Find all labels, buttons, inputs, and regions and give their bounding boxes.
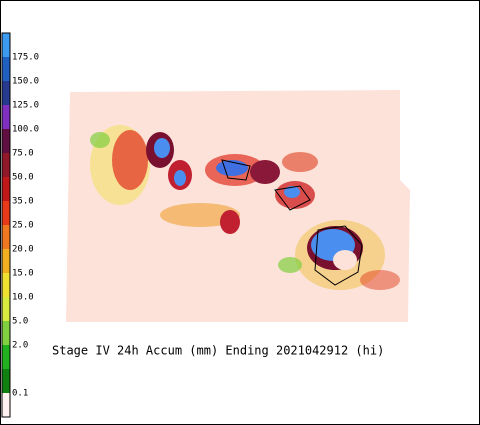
island-outline (221, 159, 251, 181)
precip-blob (278, 257, 302, 273)
precip-blob (90, 132, 110, 148)
legend-label: 50.0 (12, 173, 34, 183)
color-swatch (2, 153, 10, 177)
legend-label: 2.0 (12, 341, 28, 351)
legend-label: 100.0 (12, 125, 39, 135)
color-swatch (2, 273, 10, 297)
legend-label: 10.0 (12, 293, 34, 303)
color-swatch (2, 177, 10, 201)
grid-area (66, 90, 410, 322)
color-bar: 175.0 150.0 125.0 100.0 75.0 50.0 35.0 25.0 20.0… (1, 32, 39, 418)
color-swatch (2, 321, 10, 345)
island-outline (274, 185, 311, 211)
legend-label: 35.0 (12, 197, 34, 207)
legend-label: 150.0 (12, 77, 39, 87)
legend-label: 20.0 (12, 245, 34, 255)
color-swatch (2, 345, 10, 369)
color-bar-border (1, 32, 11, 418)
map-caption: Stage IV 24h Accum (mm) Ending 202104291… (52, 344, 384, 358)
precip-blob (174, 170, 186, 186)
precip-blob (154, 138, 170, 158)
precip-blob (360, 270, 400, 290)
color-swatch (2, 57, 10, 81)
color-swatch (2, 393, 10, 417)
color-swatch (2, 249, 10, 273)
color-swatch (2, 369, 10, 393)
legend-label: 175.0 (12, 53, 39, 63)
precip-map (66, 90, 410, 322)
color-swatch (2, 81, 10, 105)
dry-area (333, 250, 357, 270)
precip-blob (250, 160, 280, 184)
color-swatch (2, 105, 10, 129)
island-outline (314, 225, 363, 286)
color-swatch (2, 297, 10, 321)
legend-label: 125.0 (12, 101, 39, 111)
legend-label: 25.0 (12, 221, 34, 231)
legend-label: 75.0 (12, 149, 34, 159)
legend-label: 0.1 (12, 389, 28, 399)
precip-blob (160, 203, 240, 227)
precip-blob (284, 186, 300, 198)
color-swatch (2, 225, 10, 249)
precip-blob (220, 210, 240, 234)
color-swatch (2, 33, 10, 57)
legend-label: 5.0 (12, 317, 28, 327)
precip-blob (282, 152, 318, 172)
legend-label: 15.0 (12, 269, 34, 279)
color-swatch (2, 201, 10, 225)
precip-blob (112, 130, 148, 190)
color-swatch (2, 129, 10, 153)
